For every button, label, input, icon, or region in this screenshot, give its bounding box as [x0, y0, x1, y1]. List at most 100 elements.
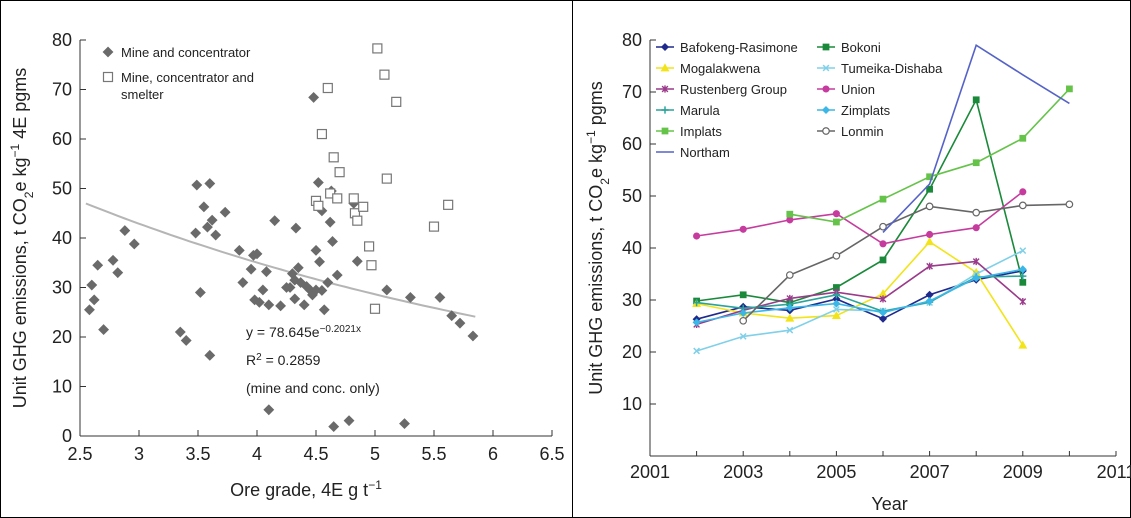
scatter-point — [204, 178, 216, 189]
series-line — [742, 203, 1070, 322]
series-point — [785, 313, 795, 322]
series-point — [879, 195, 887, 203]
scatter-point — [352, 215, 363, 226]
scatter-point — [128, 238, 140, 250]
line-series-9 — [739, 200, 1074, 325]
scatter-point — [257, 284, 269, 296]
line-x-tick-label: 2011 — [1097, 462, 1131, 482]
series-point — [832, 291, 840, 299]
line-y-tick-label: 60 — [622, 134, 642, 154]
scatter-point — [312, 177, 324, 188]
scatter-point — [324, 216, 336, 228]
scatter-point — [204, 349, 216, 361]
line-series-5 — [693, 188, 1027, 248]
scatter-point — [391, 96, 402, 107]
legend-marker — [822, 85, 830, 93]
scatter-x-tick-label: 6 — [488, 444, 498, 464]
legend-marker-mine-concentrator-smelter — [102, 71, 114, 83]
scatter-point — [219, 206, 231, 218]
series-point — [1018, 201, 1027, 210]
legend-label: Marula — [680, 103, 721, 118]
scatter-point — [249, 294, 261, 306]
scatter-point — [314, 256, 325, 268]
scatter-point — [233, 244, 245, 256]
series-point — [739, 225, 747, 233]
scatter-note: (mine and conc. only) — [246, 380, 380, 396]
scatter-y-tick-label: 10 — [52, 377, 72, 397]
legend-label: Tumeika-Dishaba — [841, 61, 943, 76]
line-x-tick-label: 2001 — [630, 462, 670, 482]
scatter-point — [313, 200, 324, 211]
series-point — [786, 326, 794, 334]
legend-marker — [661, 106, 669, 114]
series-point — [1066, 85, 1073, 93]
scatter-point — [399, 418, 410, 430]
series-point — [693, 299, 701, 307]
series-point — [693, 232, 701, 240]
line-x-tick-label: 2003 — [723, 462, 763, 482]
scatter-y-tick-label: 50 — [52, 179, 72, 199]
scatter-point — [379, 69, 390, 80]
scatter-point — [245, 263, 257, 275]
scatter-point — [369, 303, 381, 314]
series-line — [696, 191, 1024, 245]
series-point — [693, 347, 701, 355]
series-point — [786, 210, 794, 218]
scatter-point — [364, 241, 375, 252]
scatter-point — [174, 326, 186, 338]
scatter-point — [191, 179, 203, 191]
scatter-point — [351, 255, 363, 267]
series-point — [972, 208, 981, 217]
scatter-y-tick-label: 20 — [52, 327, 72, 347]
scatter-point — [308, 91, 320, 103]
series-point — [832, 299, 841, 308]
scatter-point — [298, 299, 310, 311]
scatter-point — [180, 335, 192, 346]
line-x-axis-label: Year — [871, 494, 907, 514]
scatter-chart: 2.5 3 3.5 4 4.5 5 5.5 6 6.5 0 10 20 30 40 50 60 70 80 Ore … — [8, 30, 565, 500]
scatter-point — [112, 267, 124, 279]
scatter-point — [316, 285, 328, 296]
series-point — [785, 303, 794, 312]
scatter-x-tick-label: 4 — [252, 444, 262, 464]
scatter-point — [289, 293, 301, 305]
series-point — [785, 271, 794, 279]
scatter-point — [86, 279, 98, 291]
scatter-point — [107, 254, 119, 266]
series-point — [1018, 265, 1027, 274]
series-point — [925, 237, 935, 246]
scatter-y-axis-label: Unit GHG emissions, t CO2e kg−1 4E pgms — [8, 68, 36, 409]
line-x-tick-label: 2005 — [816, 462, 856, 482]
scatter-point — [331, 269, 343, 281]
series-point — [1019, 297, 1027, 306]
series-point — [972, 257, 980, 266]
scatter-point — [358, 201, 369, 212]
series-point — [739, 308, 748, 318]
series-point — [972, 224, 980, 232]
scatter-point — [261, 266, 272, 278]
series-point — [972, 96, 980, 104]
series-point — [739, 291, 747, 299]
series-point — [1019, 272, 1027, 280]
scatter-point — [88, 294, 100, 306]
legend-label: Rustenberg Group — [680, 82, 787, 97]
scatter-point — [119, 225, 131, 236]
legend-label: Bokoni — [841, 40, 881, 55]
line-chart: 2001 2003 2005 2007 2009 2011 10 20 30 40 50 60 70 80… — [584, 30, 1131, 514]
scatter-series-1 — [310, 43, 454, 314]
legend-marker — [661, 85, 669, 93]
series-point — [832, 305, 840, 313]
scatter-point — [290, 222, 302, 234]
legend-label-mine-concentrator-smelter: Mine, concentrator and smelter — [121, 70, 254, 102]
series-point — [878, 308, 888, 317]
line-y-tick-label: 80 — [622, 30, 642, 50]
scatter-x-axis-label: Ore grade, 4E g t−1 — [230, 478, 382, 500]
scatter-point — [253, 296, 265, 308]
scatter-point — [334, 167, 345, 178]
series-point — [926, 230, 934, 239]
legend-label: Mogalakwena — [680, 61, 761, 76]
scatter-y-tick-label: 80 — [52, 30, 72, 50]
scatter-point — [318, 304, 330, 316]
series-point — [972, 159, 980, 167]
series-point — [879, 256, 887, 264]
